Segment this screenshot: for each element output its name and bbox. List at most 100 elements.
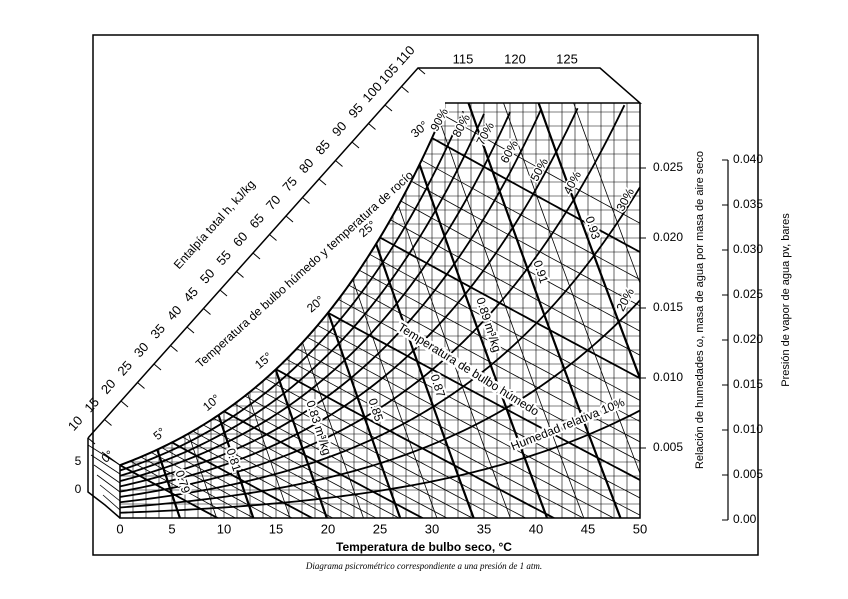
x-axis-label: Temperatura de bulbo seco, °C [336,540,512,554]
wet-bulb-line [275,368,558,518]
wet-bulb-line [140,456,256,518]
wet-bulb-line [151,452,277,518]
enthalpy-tick-label: 15 [81,394,102,415]
tick-mark [137,382,145,389]
enthalpy-tick-label: 65 [246,210,267,231]
frame [92,34,759,556]
skew-line [87,444,121,466]
tick-mark [384,104,393,112]
p-tick-label: 0.035 [733,197,763,211]
wet-bulb-line [327,311,640,492]
saturation-temp: 0° [99,447,117,465]
rh-label: 30% [613,185,637,213]
volume-line [120,103,475,518]
x-tick-label: 0 [116,521,123,536]
volume-line [120,103,220,518]
skew-line [90,454,121,475]
enthalpy-tick-label: 25 [114,358,135,379]
x-tick-label: 5 [168,521,175,536]
saturation-temp: 10° [200,391,223,414]
wet-bulb-line [182,436,334,518]
tick-mark [87,437,96,445]
enthalpy-tick-label: 80 [296,155,317,176]
tick-mark [335,160,343,167]
volume-line [120,103,626,518]
p-tick-label: 0.030 [733,242,763,256]
volume-line [120,103,553,518]
p-tick-label: 0.010 [733,422,763,436]
x-tick-label: 50 [633,521,647,536]
wet-bulb-line [244,395,474,518]
wet-bulb-line [431,137,640,265]
p-tick-label: 0.025 [733,287,763,301]
p-tick-label: 0.00 [733,512,757,526]
skew-line [96,474,121,493]
tick-mark [120,400,129,408]
volume-line [120,103,516,518]
enthalpy-tick-label: 95 [345,100,366,121]
tick-mark [252,252,261,260]
p-tick-label: 0.015 [733,377,763,391]
tick-mark [269,234,277,241]
tick-mark [203,308,211,315]
enthalpy-tick-label: 55 [213,247,234,268]
wet-bulb-line [411,180,640,318]
chart-labels: 1015202530354045505560657075808590951001… [65,43,792,571]
enthalpy-tick-label: 105 [376,61,402,87]
chart-lines [87,67,729,521]
wet-bulb-line [120,464,220,518]
w-tick-label: 0.015 [653,300,683,314]
enthalpy-top-label: 115 [453,51,474,66]
saturation-temp: 30° [408,118,431,141]
caption: Diagrama psicrométrico correspondiente a… [305,561,542,571]
p-tick-label: 0.040 [733,152,763,166]
saturation-temp: 20° [304,293,327,316]
volume-line [120,168,184,518]
w-tick-label: 0.010 [653,370,683,384]
enthalpy-tick-label: 85 [312,137,333,158]
enthalpy-tick-label: 40 [164,302,185,323]
volume-label: 0.91 [531,258,552,285]
wet-bulb-line [317,325,640,510]
enthalpy-band [87,67,642,439]
x-tick-label: 15 [269,521,283,536]
p-tick-label: 0.020 [733,332,763,346]
volume-line [120,103,589,518]
tick-mark [170,345,178,352]
volume-line [120,103,640,518]
skew-strip [87,438,121,519]
enthalpy-tick-label: 70 [263,192,284,213]
volume-label: 0.93 [583,214,604,241]
rh-curve [120,110,465,472]
left-tick-label: 0 [75,482,82,496]
wet-bulb-line [359,269,640,433]
wet-bulb-line [203,424,381,518]
rh-curve [120,108,543,488]
wet-bulb-line [161,447,297,518]
x-tick-label: 20 [321,521,335,536]
skew-line [93,464,121,484]
x-tick-label: 45 [581,521,595,536]
volume-line [120,103,640,514]
x-tick-label: 10 [217,521,231,536]
enthalpy-tick-label: 100 [359,79,385,105]
w-tick-label: 0.025 [653,160,683,174]
tick-mark [351,141,360,149]
wet-bulb-line [223,410,428,518]
rh-label: 80% [449,111,473,139]
left-tick-label: 5 [75,454,82,468]
enthalpy-tick-label: 50 [197,266,218,287]
saturation-temp: 15° [252,349,275,372]
tick-mark [285,215,294,223]
w-axis-label: Relación de humedades ω, masa de agua po… [694,151,706,469]
volume-line [120,103,438,518]
wet-bulb-line [130,460,240,518]
wet-bulb-line [234,403,448,518]
tick-mark [104,419,112,426]
p-tick-label: 0.005 [733,467,763,481]
volume-label: 0.79 [173,468,194,495]
tick-mark [401,86,409,93]
x-tick-label: 40 [529,521,543,536]
enthalpy-top-label: 125 [556,51,578,66]
enthalpy-tick-label: 45 [180,284,201,305]
